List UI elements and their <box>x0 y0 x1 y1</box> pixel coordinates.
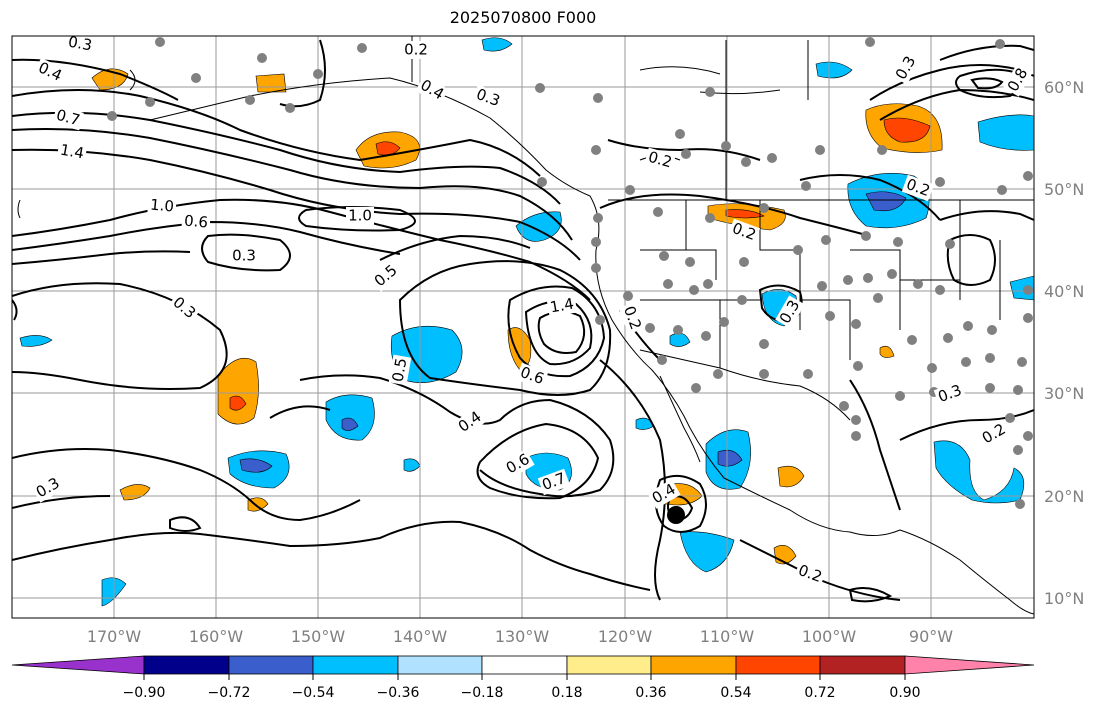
contour-label-layer: 0.3 0.4 0.2 0.4 0.3 0.7 1.4 1.0 0.6 1.0 … <box>31 33 1033 588</box>
colorbar-segment <box>481 655 568 675</box>
colorbar-tick-label: −0.72 <box>208 685 251 701</box>
shaded-positive <box>375 141 401 156</box>
shaded-negative <box>865 191 907 212</box>
shaded-positive <box>777 465 805 488</box>
colorbar-segment <box>397 655 483 675</box>
station-markers <box>107 37 1033 509</box>
contour-label: 0.2 <box>404 41 428 59</box>
lon-label: 120°W <box>598 627 653 646</box>
coastlines <box>17 36 1034 615</box>
lon-label: 130°W <box>495 627 550 646</box>
lon-label: 110°W <box>700 627 755 646</box>
contour-label: 1.0 <box>149 195 174 215</box>
shaded-negative <box>239 458 273 473</box>
colorbar-tick-label: 0.90 <box>889 685 920 701</box>
colorbar-tick-label: 0.72 <box>804 685 835 701</box>
contour-label: 0.2 <box>646 148 674 172</box>
latitude-labels: 60°N 50°N 40°N 30°N 20°N 10°N <box>1044 78 1084 608</box>
shaded-positive <box>883 117 931 143</box>
shaded-positive <box>725 209 765 219</box>
colorbar-segment <box>143 655 230 675</box>
colorbar-tick-label: 0.54 <box>720 685 751 701</box>
colorbar-tick-label: −0.36 <box>377 685 420 701</box>
shaded-negative <box>679 531 735 573</box>
colorbar <box>11 655 1035 675</box>
map-title: 2025070800 F000 <box>449 8 597 27</box>
contour-label: 1.0 <box>348 207 372 225</box>
shaded-negative <box>325 394 375 441</box>
contour-label: 1.4 <box>59 141 86 163</box>
lat-label: 30°N <box>1044 384 1084 403</box>
lat-label: 10°N <box>1044 589 1084 608</box>
colorbar-tick-label: −0.54 <box>292 685 335 701</box>
contour-label: 0.3 <box>67 33 94 55</box>
shaded-positive <box>247 497 269 512</box>
lon-label: 90°W <box>909 627 953 646</box>
colorbar-segment <box>650 655 737 675</box>
graticule <box>12 36 1034 618</box>
colorbar-tick-label: 0.36 <box>635 685 666 701</box>
shaded-negative <box>815 61 853 79</box>
colorbar-segment <box>819 655 906 675</box>
contour-label: 0.3 <box>232 247 256 265</box>
map-background <box>12 36 1034 618</box>
storm-center-marker <box>667 506 685 524</box>
lat-label: 40°N <box>1044 282 1084 301</box>
colorbar-labels: −0.90 −0.72 −0.54 −0.36 −0.18 0.18 0.36 … <box>123 685 921 701</box>
lon-label: 170°W <box>87 627 142 646</box>
colorbar-segment <box>228 655 314 675</box>
colorbar-segment <box>11 655 145 675</box>
longitude-labels: 170°W 160°W 150°W 140°W 130°W 120°W 110°… <box>87 627 953 646</box>
shaded-negative <box>19 335 53 347</box>
shaded-positive <box>879 345 895 358</box>
shaded-negative <box>515 211 562 242</box>
lat-label: 60°N <box>1044 78 1084 97</box>
shaded-positive <box>255 73 287 93</box>
shaded-positive <box>217 358 259 425</box>
contour-label: 0.6 <box>183 211 208 231</box>
shaded-negative <box>341 417 359 431</box>
contour-label: 0.7 <box>54 106 82 130</box>
colorbar-segment <box>312 655 399 675</box>
lat-label: 50°N <box>1044 180 1084 199</box>
map-frame <box>11 35 1035 619</box>
shaded-negative <box>977 114 1034 151</box>
colorbar-tick-label: −0.18 <box>461 685 504 701</box>
colorbar-segment <box>735 655 821 675</box>
contour-label: 1.4 <box>549 295 576 317</box>
lon-label: 100°W <box>802 627 857 646</box>
colorbar-tick-label: −0.90 <box>123 685 166 701</box>
shaded-negative <box>933 440 1025 504</box>
colorbar-ticks <box>143 674 906 680</box>
colorbar-segment <box>566 655 652 675</box>
lon-label: 150°W <box>291 627 346 646</box>
lon-label: 140°W <box>393 627 448 646</box>
colorbar-tick-label: 0.18 <box>551 685 582 701</box>
colorbar-segment <box>904 655 1035 675</box>
shaded-positive <box>507 327 532 371</box>
shaded-positive <box>229 395 247 411</box>
lat-label: 20°N <box>1044 487 1084 506</box>
shaded-negative <box>481 37 513 52</box>
contour-lines <box>12 39 1034 603</box>
lon-label: 160°W <box>189 627 244 646</box>
contour-label: 0.5 <box>389 357 411 384</box>
